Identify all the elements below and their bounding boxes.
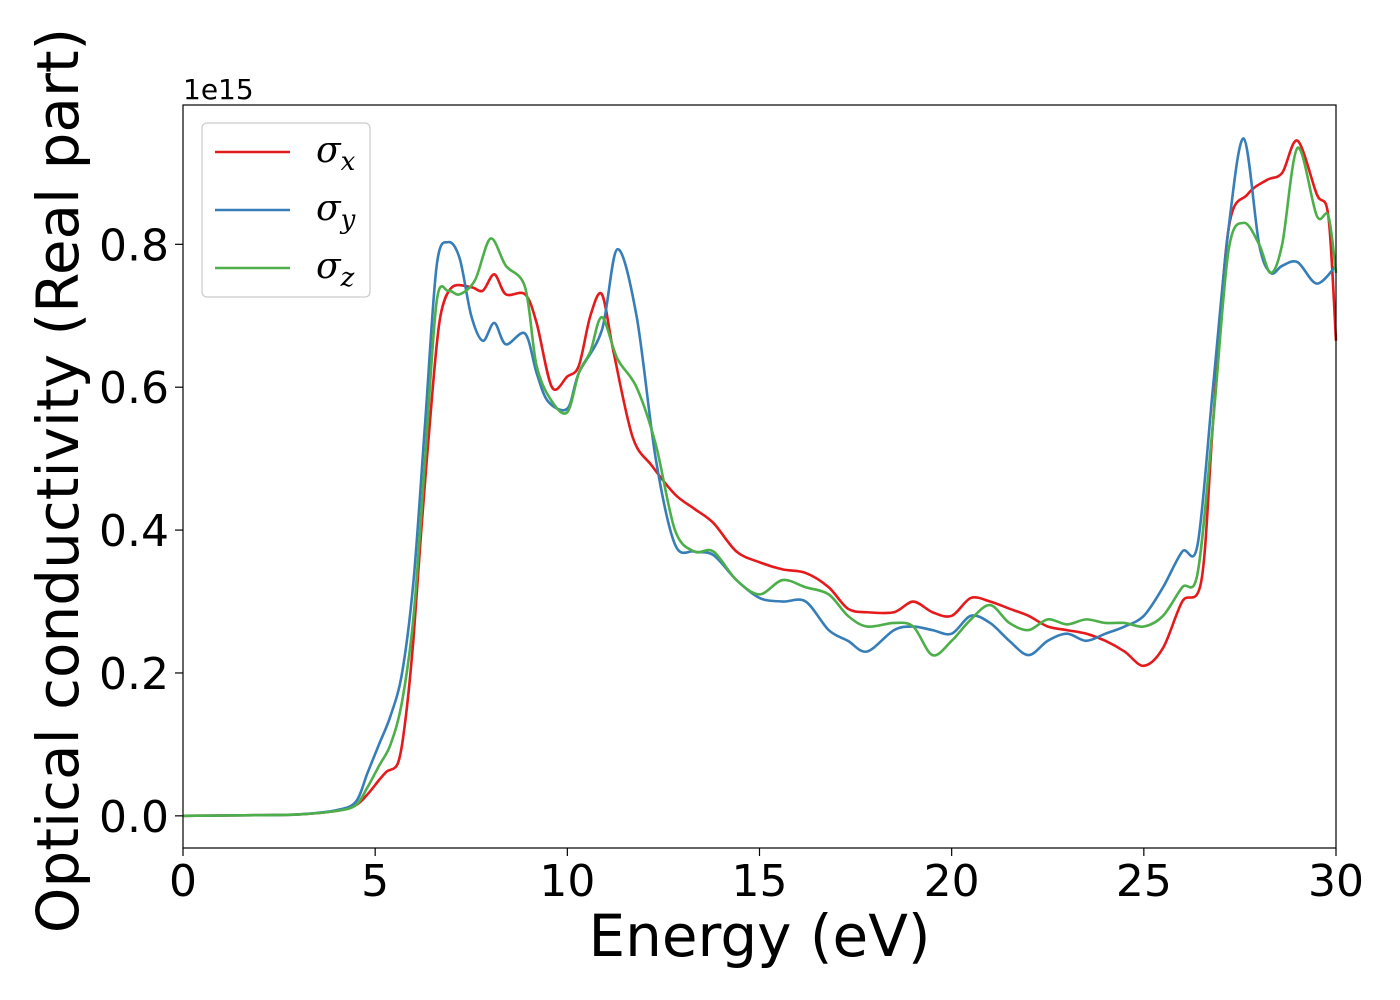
y-tick-label: 0.8: [99, 220, 169, 271]
legend-label-base: σ: [316, 246, 342, 287]
series-layer: [182, 137, 1338, 818]
y-tick-label: 0.6: [99, 363, 169, 414]
legend-label-base: σ: [316, 188, 342, 229]
x-tick-label: 25: [1116, 856, 1172, 907]
legend-label-subscript: x: [341, 147, 356, 177]
y-axis-ticks: 0.0 0.2 0.4 0.6 0.8: [99, 220, 183, 843]
y-axis-title: Optical conductivity (Real part): [24, 28, 92, 933]
legend-label-z: σz: [316, 246, 355, 293]
x-axis-ticks: 0 5 10 15 20 25 30: [169, 848, 1364, 907]
x-tick-label: 30: [1308, 856, 1364, 907]
legend-label-y: σy: [316, 188, 356, 235]
x-tick-label: 5: [361, 856, 389, 907]
legend-label-subscript: z: [340, 263, 355, 293]
legend-label-x: σx: [316, 130, 356, 177]
x-axis-title: Energy (eV): [588, 902, 930, 970]
x-tick-label: 0: [169, 856, 197, 907]
y-tick-label: 0.0: [99, 792, 169, 843]
y-tick-label: 0.4: [99, 506, 169, 557]
x-tick-label: 10: [539, 856, 595, 907]
y-offset-label: 1e15: [183, 73, 254, 106]
plot-area: [183, 105, 1336, 848]
series-line-z: [182, 146, 1338, 818]
legend-label-base: σ: [316, 130, 342, 171]
x-tick-label: 15: [732, 856, 788, 907]
legend-label-subscript: y: [340, 205, 356, 235]
y-tick-label: 0.2: [99, 649, 169, 700]
x-tick-label: 20: [924, 856, 980, 907]
